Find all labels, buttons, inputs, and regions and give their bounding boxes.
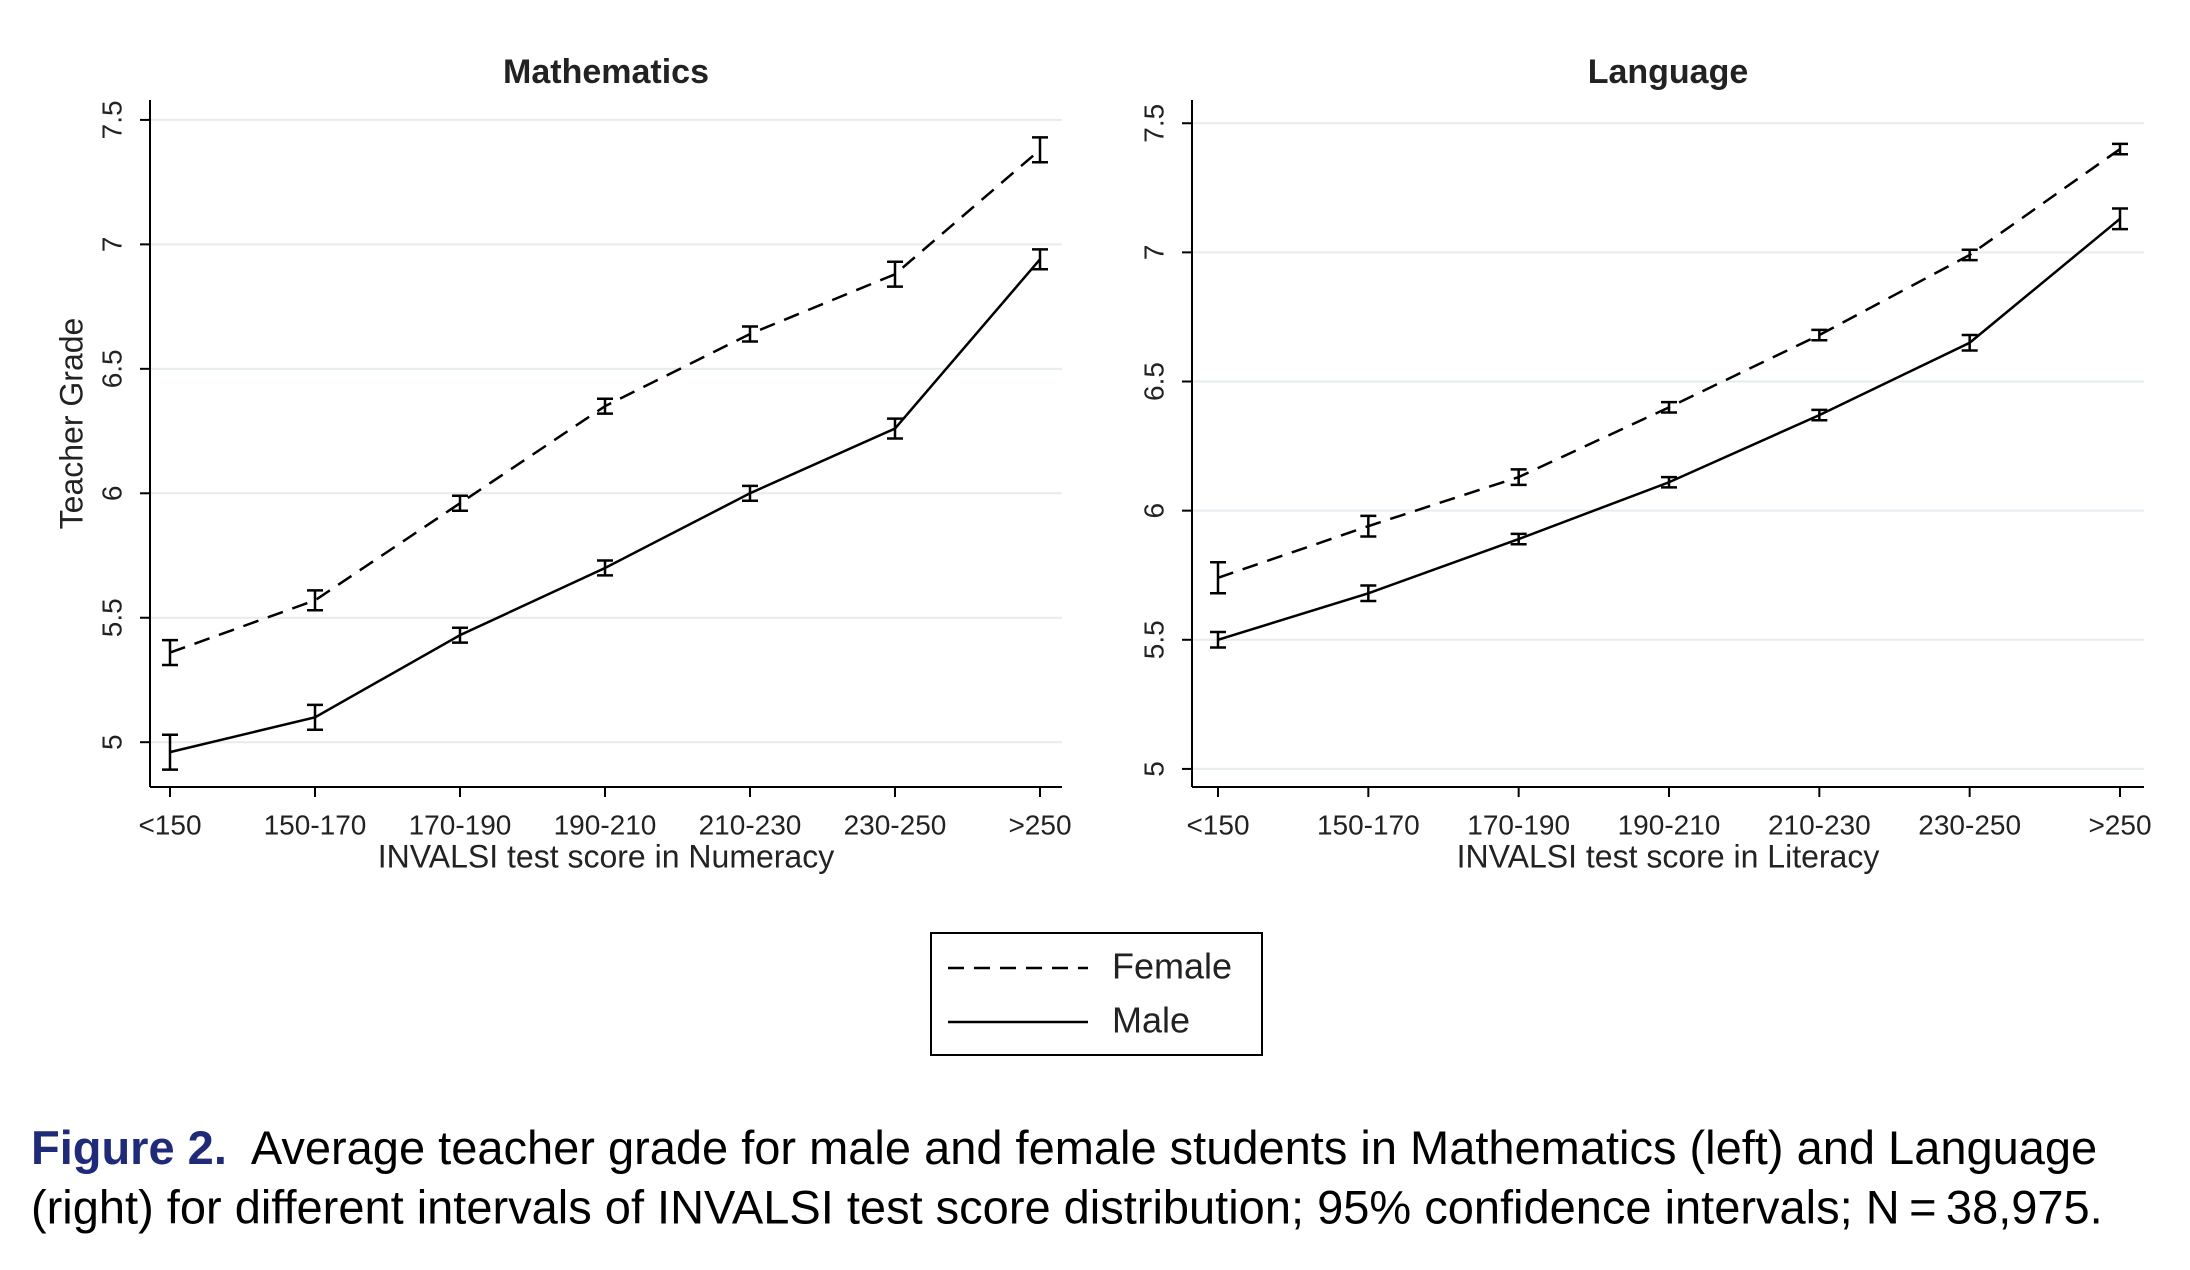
legend-label: Male <box>1112 1000 1190 1041</box>
data-line <box>169 258 1041 754</box>
y-tick-label: 7.5 <box>96 100 127 139</box>
x-tick-label: 190-210 <box>554 809 657 840</box>
y-tick-label: 5.5 <box>1138 620 1169 659</box>
x-tick-label: 150-170 <box>1317 809 1420 840</box>
y-tick-label: 6.5 <box>96 349 127 388</box>
error-bar <box>1961 333 1978 352</box>
error-bar <box>1510 532 1527 546</box>
y-tick-label: 5 <box>96 734 127 750</box>
error-bar <box>162 733 178 771</box>
error-bar <box>452 494 468 512</box>
x-tick-label: <150 <box>138 809 201 840</box>
data-line <box>1217 148 2121 579</box>
error-bar <box>887 417 903 440</box>
y-tick-label: 7 <box>1138 245 1169 261</box>
x-tick-label: 230-250 <box>1918 809 2021 840</box>
error-bar <box>597 559 613 577</box>
y-tick-label: 7 <box>96 237 127 253</box>
error-bar <box>1811 328 1828 342</box>
x-tick-label: >250 <box>1008 809 1071 840</box>
legend-box <box>930 932 1263 1056</box>
error-bar <box>1032 136 1048 164</box>
error-bar <box>162 638 178 667</box>
error-bar <box>2112 142 2128 156</box>
y-tick-label: 6 <box>96 485 127 501</box>
error-bar <box>307 589 323 612</box>
y-tick-label: 6.5 <box>1138 362 1169 401</box>
caption: Figure 2. Average teacher grade for male … <box>31 1121 2097 1174</box>
y-tick-label: 7.5 <box>1138 104 1169 143</box>
error-bar <box>887 260 903 288</box>
error-bar <box>1210 561 1226 595</box>
x-tick-label: 170-190 <box>409 809 512 840</box>
error-bar <box>452 626 468 644</box>
x-axis-title: INVALSI test score in Literacy <box>1457 838 1880 874</box>
data-line <box>1217 217 2121 641</box>
x-tick-label: <150 <box>1186 809 1249 840</box>
x-tick-label: 230-250 <box>844 809 947 840</box>
y-tick-label: 5 <box>1138 761 1169 777</box>
legend-label: Female <box>1112 946 1232 987</box>
error-bar <box>1032 248 1048 271</box>
error-bar <box>1811 408 1828 422</box>
x-tick-label: 170-190 <box>1467 809 1570 840</box>
error-bar <box>307 703 323 731</box>
x-tick-label: 190-210 <box>1618 809 1721 840</box>
chart-title: Mathematics <box>503 53 709 91</box>
error-bar <box>1661 475 1677 489</box>
x-tick-label: 210-230 <box>699 809 802 840</box>
error-bar <box>597 397 613 415</box>
error-bar <box>1360 514 1377 538</box>
x-axis-title: INVALSI test score in Numeracy <box>378 838 834 874</box>
chart-title: Language <box>1588 53 1749 91</box>
y-tick-label: 6 <box>1138 503 1169 519</box>
y-tick-label: 5.5 <box>96 598 127 637</box>
caption-line: Average teacher grade for male and femal… <box>251 1121 2097 1174</box>
error-bar <box>1661 400 1677 414</box>
y-axis-title: Teacher Grade <box>53 318 89 530</box>
error-bar <box>1961 248 1978 262</box>
error-bar <box>1510 468 1527 487</box>
x-tick-label: >250 <box>2088 809 2151 840</box>
error-bar <box>1210 630 1226 649</box>
x-tick-label: 210-230 <box>1768 809 1871 840</box>
caption-line: (right) for different intervals of INVAL… <box>31 1180 2103 1233</box>
x-tick-label: 150-170 <box>264 809 367 840</box>
caption-label: Figure 2. <box>31 1121 227 1174</box>
error-bar <box>742 325 758 343</box>
error-bar <box>1360 584 1377 603</box>
error-bar <box>742 484 758 502</box>
error-bar <box>2112 207 2128 231</box>
